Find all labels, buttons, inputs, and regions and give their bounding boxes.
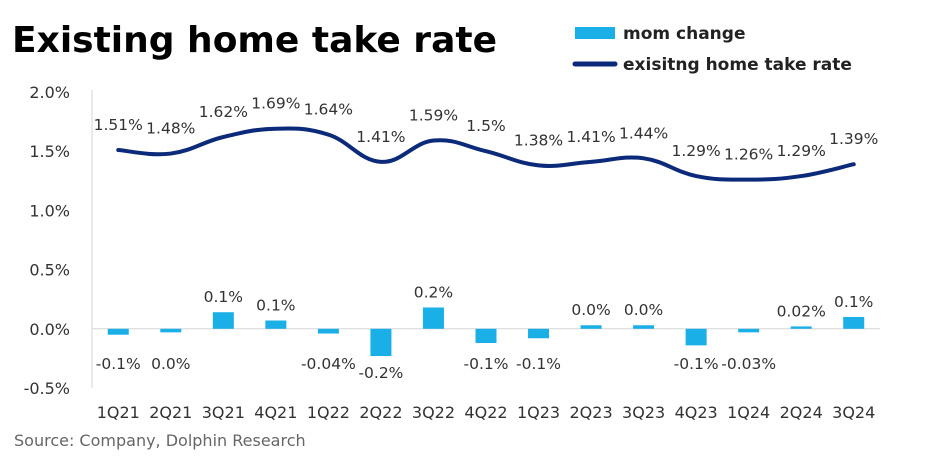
line-data-label: 1.69% — [251, 95, 300, 113]
bar-series — [107, 307, 865, 357]
line-data-label: 1.38% — [514, 131, 563, 149]
line-data-label: 1.59% — [409, 107, 458, 125]
source-note: Source: Company, Dolphin Research — [14, 431, 306, 450]
x-tick-label: 4Q21 — [254, 403, 297, 422]
mom-change-bar — [212, 312, 234, 329]
bar-data-label: -0.04% — [301, 355, 356, 373]
y-tick-label: 1.5% — [29, 142, 70, 161]
line-data-label: 1.5% — [466, 117, 505, 135]
x-tick-label: 2Q22 — [359, 403, 402, 422]
bar-data-label: -0.2% — [358, 364, 403, 382]
bar-data-label: -0.03% — [721, 355, 776, 373]
x-tick-label: 2Q23 — [569, 403, 612, 422]
line-data-labels: 1.51% 1.48%1.62% 1.69% 1.64%1.41%1.59%1.5%1… — [94, 95, 879, 164]
x-tick-label: 3Q21 — [202, 403, 245, 422]
mom-change-bar — [528, 328, 550, 339]
x-tick-label: 3Q24 — [832, 403, 875, 422]
legend: mom change exisitng home take rate — [572, 24, 852, 75]
y-tick-label: -0.5% — [24, 379, 70, 398]
line-data-label: 1.64% — [304, 101, 353, 119]
bar-data-label: 0.1% — [204, 288, 243, 306]
y-tick-label: 0.5% — [29, 261, 70, 280]
x-tick-label: 4Q23 — [675, 403, 718, 422]
bar-data-label: 0.1% — [834, 293, 873, 311]
bar-data-label: 0.0% — [571, 301, 610, 319]
y-tick-label: 0.0% — [29, 320, 70, 339]
x-tick-label: 1Q22 — [307, 403, 350, 422]
mom-change-bar — [685, 328, 707, 346]
x-axis-ticks: 1Q21 2Q21 3Q21 4Q21 1Q22 2Q22 3Q22 4Q22 1Q23 2Q23… — [97, 403, 876, 422]
line-data-label: 1.39% — [829, 130, 878, 148]
mom-change-bar — [107, 328, 129, 335]
line-data-label: 1.62% — [199, 103, 248, 121]
legend-swatch-bar — [575, 27, 615, 39]
x-tick-label: 2Q24 — [780, 403, 823, 422]
bar-data-label: 0.2% — [414, 283, 453, 301]
bar-data-labels: -0.1% 0.0%0.1% 0.1%-0.04%-0.2%0.2%-0.1% -0.… — [96, 283, 874, 382]
legend-label-line: exisitng home take rate — [623, 55, 852, 75]
line-data-label: 1.41% — [356, 128, 405, 146]
line-data-label: 1.29% — [777, 142, 826, 160]
bar-data-label: -0.1% — [516, 355, 561, 373]
mom-change-bar — [422, 307, 444, 329]
line-data-label: 1.41% — [566, 128, 615, 146]
x-tick-label: 3Q23 — [622, 403, 665, 422]
line-data-label: 1.48% — [146, 120, 195, 138]
bar-data-label: -0.1% — [674, 355, 719, 373]
mom-change-bar — [475, 328, 497, 344]
mom-change-bar — [843, 316, 865, 329]
take-rate-line — [116, 126, 856, 182]
bar-data-label: -0.1% — [96, 355, 141, 373]
bar-data-label: 0.0% — [151, 355, 190, 373]
mom-change-bar — [790, 326, 812, 329]
line-data-label: 1.44% — [619, 124, 668, 142]
mom-change-bar — [317, 328, 339, 334]
y-axis-ticks: 2.0% 1.5% 1.0% 0.5% 0.0% -0.5% — [24, 83, 70, 398]
line-data-label: 1.26% — [724, 146, 773, 164]
bar-data-label: 0.02% — [777, 302, 826, 320]
legend-label-bar: mom change — [623, 24, 745, 44]
y-tick-label: 2.0% — [29, 83, 70, 102]
mom-change-bar — [370, 328, 392, 357]
bar-data-label: 0.0% — [624, 301, 663, 319]
x-tick-label: 4Q22 — [464, 403, 507, 422]
x-tick-label: 1Q21 — [97, 403, 140, 422]
mom-change-bar — [633, 325, 655, 329]
line-data-label: 1.29% — [672, 142, 721, 160]
x-tick-label: 2Q21 — [149, 403, 192, 422]
mom-change-bar — [738, 328, 760, 333]
mom-change-bar — [580, 325, 602, 329]
x-tick-label: 3Q22 — [412, 403, 455, 422]
mom-change-bar — [265, 320, 287, 329]
bar-data-label: -0.1% — [464, 355, 509, 373]
y-tick-label: 1.0% — [29, 201, 70, 220]
mom-change-bar — [160, 328, 182, 333]
x-tick-label: 1Q24 — [727, 403, 770, 422]
x-tick-label: 1Q23 — [517, 403, 560, 422]
line-data-label: 1.51% — [94, 116, 143, 134]
chart-title: Existing home take rate — [12, 20, 497, 61]
bar-data-label: 0.1% — [256, 297, 295, 315]
